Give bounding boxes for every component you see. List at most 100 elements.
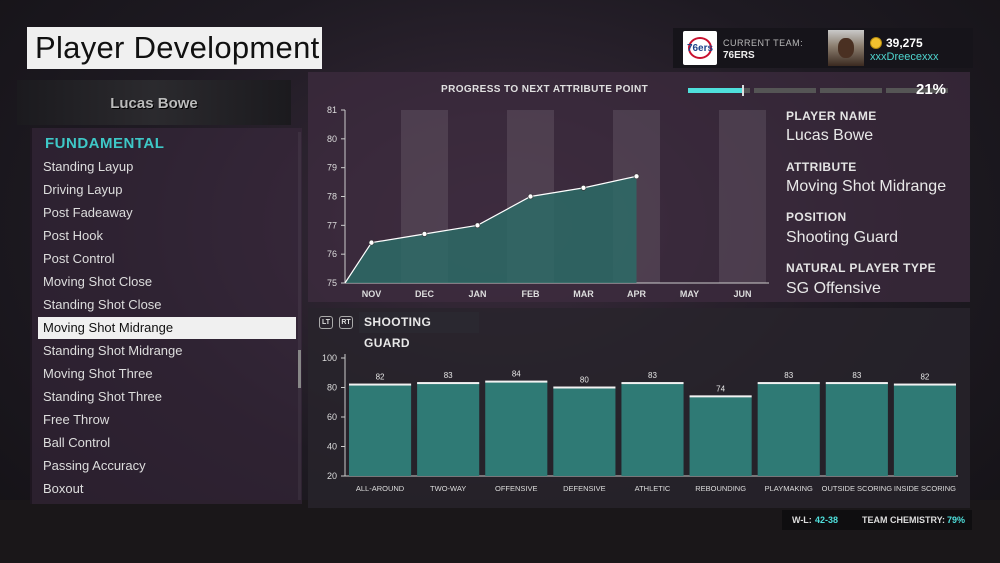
y-tick-label: 60 — [327, 412, 337, 422]
rating-bar-cap — [825, 382, 888, 385]
rating-category-label: OUTSIDE SCORING — [822, 484, 893, 493]
progress-percent: 21% — [916, 81, 947, 98]
y-tick-label: 78 — [327, 192, 337, 202]
page-title: Player Development — [27, 27, 322, 69]
rating-value-label: 83 — [444, 371, 453, 380]
rating-category-label: ATHLETIC — [635, 484, 671, 493]
attribute-list-item[interactable]: Moving Shot Midrange — [38, 317, 296, 339]
attribute-list-panel: FUNDAMENTAL Standing Layup Driving Layup P… — [30, 128, 302, 504]
progress-segment — [886, 88, 948, 93]
attribute-list-item[interactable]: Passing Accuracy — [43, 458, 146, 473]
attribute-list-item[interactable]: Moving Shot Three — [43, 366, 153, 381]
attribute-list-item[interactable]: Standing Layup — [43, 159, 134, 174]
vc-coin-icon — [870, 37, 882, 49]
attribute-list-item[interactable]: Standing Shot Midrange — [43, 343, 183, 358]
chart-column-band — [719, 110, 766, 283]
gamertag: xxxDreecexxx — [870, 51, 939, 63]
rating-bar-cap — [893, 383, 956, 386]
x-tick-label: MAY — [680, 289, 699, 299]
progress-marker — [741, 85, 744, 96]
progress-title: PROGRESS TO NEXT ATTRIBUTE POINT — [441, 84, 649, 95]
attribute-list-item[interactable]: Standing Shot Close — [43, 297, 162, 312]
rating-bar — [417, 383, 480, 476]
rating-bar — [689, 396, 752, 476]
vc-amount: 39,275 — [886, 36, 923, 50]
attribute-list-item[interactable]: Boxout — [43, 481, 84, 496]
y-tick-label: 100 — [322, 353, 337, 363]
rating-value-label: 80 — [580, 376, 589, 385]
scrollbar-track[interactable] — [298, 132, 301, 500]
y-tick-label: 79 — [327, 163, 337, 173]
rating-category-label: OFFENSIVE — [495, 484, 538, 493]
attribute-list-item[interactable]: Standing Shot Three — [43, 389, 163, 404]
rating-value-label: 82 — [920, 373, 929, 382]
y-tick-label: 80 — [327, 134, 337, 144]
scrollbar-thumb[interactable] — [298, 350, 301, 388]
attribute-area — [345, 176, 637, 283]
rating-bar-cap — [621, 382, 684, 385]
position-value: Shooting Guard — [786, 229, 899, 246]
rating-category-label: ALL-AROUND — [356, 484, 405, 493]
lt-button-icon[interactable]: LT — [319, 316, 333, 329]
attribute-list-item[interactable]: Post Hook — [43, 228, 103, 243]
rating-bar — [757, 383, 820, 476]
chemistry-value: 79% — [947, 515, 966, 525]
position-ratings-chart: 20 40 60 80 100 82 ALL-AROUND 83 TWO-WAY 84 OFFENS… — [322, 353, 958, 493]
rating-bar-cap — [349, 383, 412, 386]
rt-button-icon[interactable]: RT — [339, 316, 353, 329]
x-tick-label: NOV — [362, 289, 382, 299]
player-name-value: Lucas Bowe — [786, 127, 874, 144]
attribute-point — [580, 185, 587, 191]
attribute-point — [474, 222, 481, 229]
attribute-history-chart: 75 76 77 78 79 80 81 NOV DEC JAN FEB MAR APR MAY JUN — [327, 105, 769, 299]
rating-bar-cap — [553, 386, 616, 389]
player-banner: Lucas Bowe — [17, 80, 291, 125]
avatar-face — [838, 38, 854, 58]
x-tick-label: APR — [627, 289, 647, 299]
rating-category-label: PLAYMAKING — [765, 484, 813, 493]
attribute-list-item[interactable]: Moving Shot Close — [43, 274, 153, 289]
x-tick-label: JAN — [468, 289, 486, 299]
attribute-point — [421, 231, 428, 237]
x-tick-label: MAR — [573, 289, 594, 299]
x-tick-label: DEC — [415, 289, 435, 299]
y-tick-label: 75 — [327, 278, 337, 288]
attribute-list-item[interactable]: Ball Control — [43, 435, 111, 450]
rating-bar-cap — [757, 382, 820, 385]
rating-bar — [825, 383, 888, 476]
attribute-point — [633, 173, 640, 180]
rating-category-label: DEFENSIVE — [563, 484, 606, 493]
team-logo-mark: 76ers — [687, 37, 713, 59]
stats-panel: LT RT SHOOTING GUARD 20 40 60 80 100 82 ALL-AR… — [308, 308, 970, 508]
progress-fill — [688, 88, 743, 93]
rating-bar — [893, 384, 956, 476]
progress-segment — [754, 88, 816, 93]
x-tick-label: JUN — [733, 289, 751, 299]
progress-segment — [820, 88, 882, 93]
rating-bar-cap — [689, 395, 752, 398]
rating-value-label: 83 — [784, 371, 793, 380]
current-team-name: 76ERS — [723, 50, 755, 61]
record-bar: W-L: 42-38 TEAM CHEMISTRY: 79% — [782, 510, 972, 530]
avatar — [828, 30, 864, 66]
y-tick-label: 77 — [327, 220, 337, 230]
attribute-list-item[interactable]: Driving Layup — [43, 182, 123, 197]
attribute-label: ATTRIBUTE — [786, 160, 857, 174]
rating-value-label: 84 — [512, 370, 521, 379]
rating-category-label: REBOUNDING — [695, 484, 746, 493]
attribute-list-item[interactable]: Post Fadeaway — [43, 205, 133, 220]
rating-bar — [485, 381, 548, 476]
x-tick-label: FEB — [522, 289, 541, 299]
y-tick-label: 80 — [327, 383, 337, 393]
rating-value-label: 83 — [648, 371, 657, 380]
attribute-list-item[interactable]: Free Throw — [43, 412, 110, 427]
current-team-label: CURRENT TEAM: — [723, 38, 804, 48]
rating-value-label: 74 — [716, 384, 725, 393]
attribute-list-item[interactable]: Post Control — [43, 251, 115, 266]
position-label: POSITION — [786, 210, 847, 224]
attribute-value: Moving Shot Midrange — [786, 178, 947, 195]
rating-bar — [553, 387, 616, 476]
player-type-value: SG Offensive — [786, 280, 881, 297]
y-tick-label: 81 — [327, 105, 337, 115]
attribute-point — [368, 239, 375, 246]
